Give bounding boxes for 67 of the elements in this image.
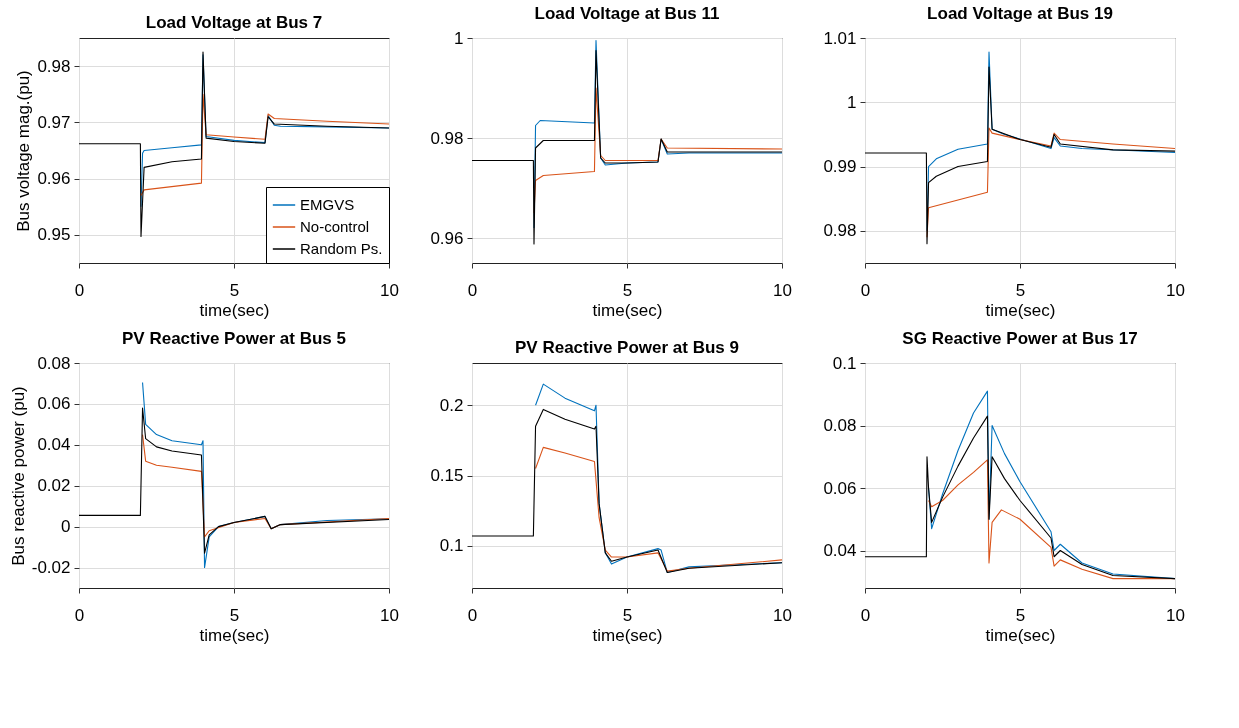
legend-label: EMGVS [300, 196, 355, 213]
line-series [472, 49, 782, 245]
x-tick-label: 0 [74, 280, 85, 300]
y-tick-label: 0.2 [439, 395, 464, 415]
chart-title: PV Reactive Power at Bus 5 [122, 329, 346, 348]
y-tick-label: 1 [847, 92, 857, 112]
x-axis-title: time(sec) [199, 625, 270, 645]
y-axis-title: Bus reactive power (pu) [8, 386, 28, 566]
y-tick-label: 0.04 [823, 541, 857, 560]
x-tick-label: 0 [860, 280, 871, 300]
chart-title: Load Voltage at Bus 11 [534, 4, 720, 23]
line-series [865, 415, 1175, 580]
x-tick-label: 5 [229, 280, 240, 300]
x-axis-title: time(sec) [592, 300, 663, 320]
y-tick-label: 0.1 [439, 536, 464, 556]
x-tick-label: 5 [1015, 605, 1026, 625]
y-tick-label: 0.08 [37, 353, 71, 373]
y-tick-label: 0.06 [823, 478, 857, 498]
line-series [472, 408, 782, 574]
x-tick-label: 5 [229, 605, 240, 625]
line-series [140, 93, 389, 197]
chart-title: SG Reactive Power at Bus 17 [902, 329, 1138, 348]
y-tick-label: 0.96 [430, 228, 464, 248]
x-tick-label: 10 [773, 605, 792, 625]
y-tick-label: 0.98 [823, 221, 857, 241]
y-tick-label: 1 [454, 28, 464, 48]
x-tick-label: 10 [1166, 605, 1185, 625]
line-series [79, 51, 389, 238]
y-tick-label: 1.01 [823, 28, 857, 48]
x-axis-title: time(sec) [985, 625, 1056, 645]
y-tick-label: 0.08 [823, 416, 857, 435]
y-tick-label: 0.96 [37, 169, 71, 189]
x-tick-label: 5 [622, 280, 633, 300]
x-tick-label: 10 [773, 280, 792, 300]
x-axis-title: time(sec) [199, 300, 270, 320]
chart-title: Load Voltage at Bus 19 [927, 4, 1113, 23]
y-tick-label: 0.97 [37, 112, 71, 132]
y-tick-label: -0.02 [31, 558, 71, 578]
x-tick-label: 0 [467, 280, 478, 300]
x-tick-label: 10 [380, 280, 399, 300]
legend-label: No-control [300, 218, 370, 235]
x-tick-label: 10 [380, 605, 399, 625]
x-axis-title: time(sec) [985, 300, 1056, 320]
line-series [865, 66, 1175, 245]
line-series [79, 407, 389, 554]
x-tick-label: 0 [74, 605, 85, 625]
x-axis-title: time(sec) [592, 625, 663, 645]
y-tick-label: 0.98 [37, 56, 71, 76]
y-tick-label: 0 [61, 517, 71, 537]
x-tick-label: 0 [467, 605, 478, 625]
x-tick-label: 5 [1015, 280, 1026, 300]
chart-title: Load Voltage at Bus 7 [145, 13, 323, 32]
y-tick-label: 0.95 [37, 225, 71, 245]
y-axis-title: Bus voltage mag.(pu) [14, 70, 34, 232]
y-tick-label: 0.98 [430, 128, 464, 148]
legend-label: Random Ps. [300, 240, 383, 257]
x-tick-label: 10 [1166, 280, 1185, 300]
y-tick-label: 0.06 [37, 394, 71, 414]
x-tick-label: 0 [860, 605, 871, 625]
y-tick-label: 0.02 [37, 476, 71, 496]
line-series [535, 446, 782, 572]
x-tick-label: 5 [622, 605, 633, 625]
y-tick-label: 0.15 [430, 466, 464, 485]
y-tick-label: 0.04 [37, 435, 71, 455]
chart-title: PV Reactive Power at Bus 9 [515, 338, 739, 357]
y-tick-label: 0.1 [832, 353, 857, 373]
y-tick-label: 0.99 [823, 157, 857, 177]
